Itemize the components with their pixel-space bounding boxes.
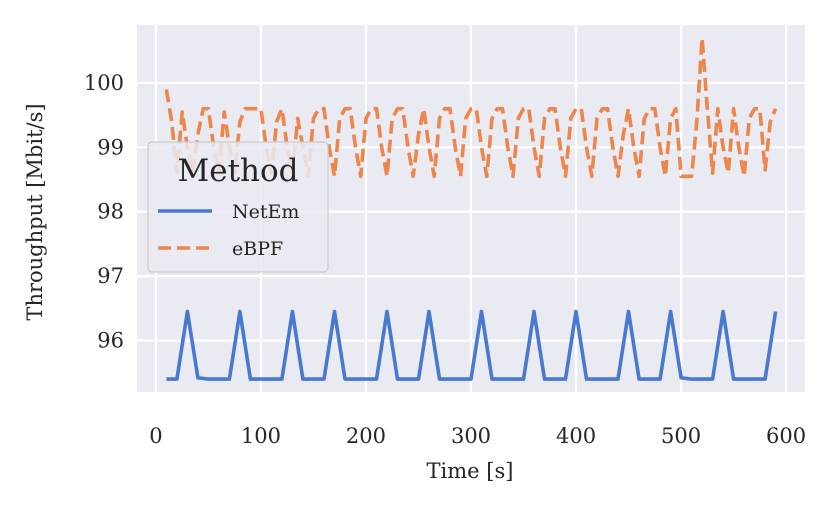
x-tick-label: 100: [241, 424, 281, 448]
legend-box: [147, 141, 329, 273]
x-tick-label: 0: [149, 424, 162, 448]
x-axis-label: Time [s]: [427, 459, 514, 483]
y-tick-label: 98: [97, 200, 124, 224]
tick-labels: 0 100 200 300 400 500 600 96 97 98 99 100: [84, 71, 806, 448]
y-tick-label: 99: [97, 135, 124, 159]
y-tick-label: 96: [97, 328, 124, 352]
x-tick-label: 600: [766, 424, 806, 448]
x-tick-label: 300: [451, 424, 491, 448]
series-line-netem: [166, 309, 778, 381]
legend-label-netem: NetEm: [232, 201, 299, 223]
legend-title: Method: [177, 153, 298, 189]
legend: Method NetEm eBPF: [147, 141, 329, 273]
y-axis-label: Throughput [Mbit/s]: [23, 103, 47, 320]
x-tick-label: 500: [661, 424, 701, 448]
legend-label-ebpf: eBPF: [232, 238, 283, 260]
y-tick-label: 100: [84, 71, 124, 95]
y-tick-label: 97: [97, 264, 124, 288]
x-tick-label: 200: [346, 424, 386, 448]
x-tick-label: 400: [556, 424, 596, 448]
